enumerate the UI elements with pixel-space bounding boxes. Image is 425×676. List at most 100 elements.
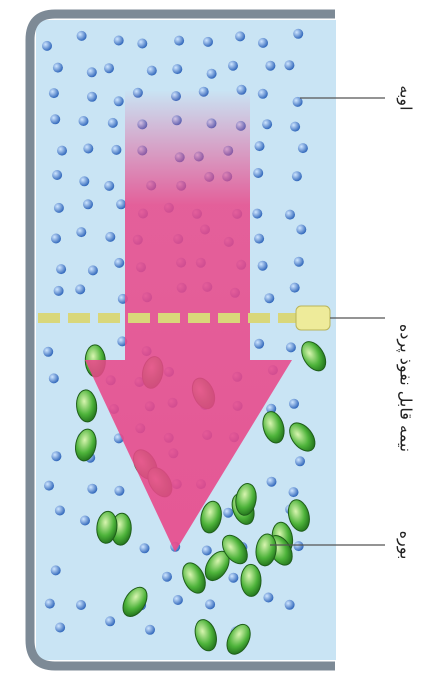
- sugar-molecule: [76, 389, 98, 423]
- water-molecule: [111, 144, 122, 155]
- water-molecule: [174, 35, 185, 46]
- sugar-molecule: [287, 499, 310, 532]
- water-molecule: [252, 208, 263, 219]
- water-molecule: [116, 199, 127, 210]
- water-molecule: [293, 256, 304, 267]
- water-molecule: [104, 63, 114, 74]
- sugar-molecule: [226, 623, 251, 655]
- water-label: اوبه: [396, 85, 416, 110]
- water-molecule: [86, 67, 97, 78]
- water-molecule: [254, 141, 265, 152]
- water-molecule: [114, 257, 125, 268]
- water-molecule: [297, 143, 308, 154]
- water-molecule: [296, 224, 307, 235]
- sugar-molecule: [262, 411, 285, 444]
- sugar-molecule: [182, 562, 206, 594]
- water-molecule: [87, 483, 98, 494]
- water-molecule: [293, 28, 304, 39]
- water-molecule: [288, 487, 299, 498]
- water-molecule: [257, 88, 268, 99]
- sugar-molecule: [301, 341, 327, 372]
- water-molecule: [117, 336, 128, 347]
- water-molecule: [235, 31, 246, 42]
- water-molecule: [57, 145, 67, 156]
- water-molecule: [284, 599, 295, 610]
- water-molecule: [56, 264, 67, 275]
- water-molecule: [52, 62, 63, 73]
- sugar-molecule: [122, 586, 148, 617]
- water-molecule: [206, 68, 217, 79]
- water-molecule: [146, 65, 157, 76]
- water-molecule: [105, 231, 116, 242]
- water-molecule: [48, 373, 59, 384]
- water-molecule: [262, 119, 273, 130]
- sugar-molecule: [221, 534, 248, 565]
- water-molecule: [76, 30, 87, 41]
- water-molecule: [162, 571, 172, 582]
- water-molecule: [266, 403, 277, 414]
- water-molecule: [79, 176, 90, 187]
- sugar-molecule: [194, 619, 217, 652]
- water-molecule: [145, 624, 155, 635]
- water-molecule: [50, 114, 61, 125]
- water-molecule: [290, 121, 301, 132]
- water-molecule: [55, 622, 66, 633]
- water-molecule: [258, 37, 268, 48]
- water-molecule: [139, 543, 150, 554]
- sugar-molecule: [75, 428, 97, 462]
- water-molecule: [203, 36, 213, 47]
- water-molecule: [54, 505, 65, 516]
- water-molecule: [51, 451, 62, 462]
- water-molecule: [172, 64, 183, 75]
- water-molecule: [266, 476, 277, 487]
- water-molecule: [42, 40, 52, 51]
- water-molecule: [205, 599, 216, 610]
- water-molecule: [107, 117, 118, 128]
- water-molecule: [48, 88, 59, 99]
- sugar-molecule: [255, 533, 277, 567]
- water-molecule: [289, 282, 300, 293]
- water-molecule: [53, 285, 64, 296]
- water-molecule: [104, 180, 115, 191]
- sugar-molecule: [200, 500, 222, 534]
- water-molecule: [52, 170, 63, 180]
- water-molecule: [285, 209, 295, 220]
- water-molecule: [223, 507, 234, 518]
- water-molecule: [87, 265, 98, 276]
- sugar-molecule: [235, 483, 257, 516]
- water-molecule: [265, 60, 276, 71]
- water-molecule: [172, 595, 183, 605]
- water-molecule: [253, 168, 264, 178]
- water-molecule: [254, 338, 265, 349]
- water-molecule: [228, 60, 238, 71]
- water-molecule: [76, 227, 87, 238]
- water-molecule: [44, 598, 55, 609]
- water-molecule: [50, 565, 61, 576]
- water-molecule: [292, 96, 303, 107]
- container: [25, 9, 335, 671]
- water-molecule: [257, 260, 268, 271]
- water-molecule: [113, 35, 124, 46]
- membrane-label: نیمه قابل نفوذ پرده: [396, 324, 416, 452]
- water-molecule: [51, 233, 61, 244]
- water-molecule: [53, 202, 64, 213]
- water-molecule: [293, 541, 304, 552]
- water-molecule: [114, 485, 125, 496]
- water-molecule: [295, 456, 305, 467]
- sugar-molecule: [289, 422, 316, 452]
- water-molecule: [87, 91, 97, 102]
- water-molecule: [83, 199, 93, 210]
- membrane-end: [295, 305, 331, 331]
- sugar-label: بوره: [396, 531, 416, 560]
- water-molecule: [201, 545, 212, 556]
- water-molecule: [264, 293, 275, 304]
- water-molecule: [76, 600, 86, 610]
- water-molecule: [113, 96, 124, 107]
- water-molecule: [75, 284, 86, 295]
- water-molecule: [83, 143, 94, 154]
- water-molecule: [78, 116, 89, 126]
- water-molecule: [228, 572, 239, 583]
- water-molecule: [291, 171, 302, 182]
- water-molecule: [80, 515, 90, 526]
- water-molecule: [285, 342, 296, 353]
